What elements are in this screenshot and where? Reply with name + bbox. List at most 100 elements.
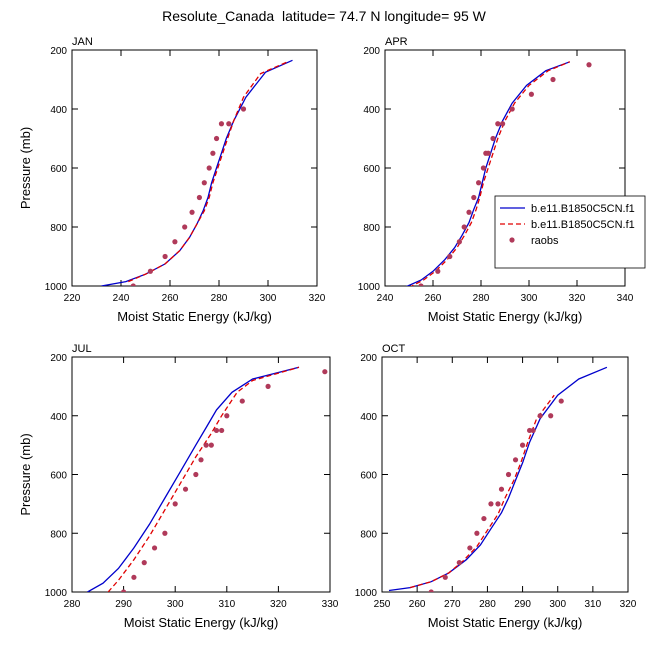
model-line-dashed bbox=[128, 61, 288, 283]
raobs-point bbox=[537, 413, 543, 419]
panel-label: OCT bbox=[382, 343, 406, 355]
raobs-point bbox=[213, 427, 220, 434]
raobs-point bbox=[162, 530, 168, 536]
raobs-point bbox=[480, 165, 486, 171]
x-tick-label: 280 bbox=[479, 599, 496, 610]
model-line-dashed bbox=[409, 394, 555, 589]
raobs-point bbox=[224, 413, 230, 419]
x-tick-label: 320 bbox=[620, 599, 637, 610]
raobs-point bbox=[519, 442, 526, 448]
y-tick-label: 400 bbox=[363, 105, 380, 116]
raobs-point bbox=[418, 283, 424, 286]
legend-entry-label: raobs bbox=[531, 235, 559, 247]
y-axis-label: Pressure (mb) bbox=[18, 127, 33, 209]
x-tick-label: 220 bbox=[64, 293, 81, 304]
raobs-point bbox=[488, 501, 494, 507]
raobs-point bbox=[498, 486, 505, 492]
raobs-point bbox=[467, 545, 473, 551]
raobs-point bbox=[495, 501, 501, 507]
y-tick-label: 200 bbox=[363, 46, 380, 57]
raobs-point bbox=[172, 239, 178, 245]
legend-marker bbox=[509, 237, 515, 243]
plot-area bbox=[388, 366, 608, 592]
plot-frame bbox=[71, 356, 331, 593]
raobs-point bbox=[193, 471, 199, 478]
plot-area bbox=[87, 366, 328, 592]
raobs-point bbox=[466, 209, 472, 215]
raobs-point bbox=[210, 150, 216, 156]
x-tick-label: 270 bbox=[444, 599, 461, 610]
model-line-dashed bbox=[107, 366, 300, 592]
raobs-point bbox=[456, 560, 462, 566]
plot-frame bbox=[381, 356, 629, 593]
y-tick-label: 200 bbox=[360, 353, 377, 364]
raobs-point bbox=[182, 486, 189, 492]
legend: b.e11.B1850C5CN.f1 b.e11.B1850C5CN.f1 raob… bbox=[494, 195, 646, 269]
raobs-point bbox=[147, 268, 153, 274]
raobs-point bbox=[512, 457, 519, 463]
raobs-point bbox=[471, 194, 477, 201]
y-tick-label: 800 bbox=[50, 223, 67, 234]
x-axis-label: Moist Static Energy (kJ/kg) bbox=[428, 615, 583, 630]
raobs-point bbox=[495, 121, 501, 127]
raobs-point bbox=[456, 239, 462, 245]
raobs-point bbox=[151, 545, 158, 551]
x-tick-label: 300 bbox=[549, 599, 566, 610]
raobs-point bbox=[130, 283, 136, 286]
y-tick-label: 600 bbox=[363, 164, 380, 175]
y-tick-label: 200 bbox=[50, 46, 67, 57]
raobs-point bbox=[206, 165, 212, 171]
model-line-solid bbox=[101, 59, 293, 286]
raobs-point bbox=[265, 383, 271, 389]
raobs-point bbox=[208, 442, 214, 448]
raobs-point bbox=[189, 209, 195, 215]
x-tick-label: 260 bbox=[162, 293, 179, 304]
plot-area bbox=[405, 61, 592, 286]
raobs-point bbox=[219, 427, 225, 434]
x-tick-label: 300 bbox=[167, 599, 184, 610]
raobs-point bbox=[550, 76, 556, 83]
x-tick-label: 310 bbox=[218, 599, 235, 610]
x-tick-label: 240 bbox=[377, 293, 394, 304]
raobs-point bbox=[476, 180, 482, 186]
raobs-point bbox=[461, 224, 467, 230]
x-axis-label: Moist Static Energy (kJ/kg) bbox=[117, 309, 272, 324]
raobs-point bbox=[586, 62, 592, 68]
y-axis-label: Pressure (mb) bbox=[18, 433, 33, 515]
raobs-point bbox=[198, 457, 204, 463]
panel-apr: APR 240 260 280 300 320 340 200 400 600 800 1000 Moi… bbox=[358, 36, 634, 324]
x-tick-label: 280 bbox=[64, 599, 81, 610]
raobs-point bbox=[435, 268, 441, 274]
raobs-point bbox=[226, 121, 232, 127]
raobs-point bbox=[182, 224, 188, 230]
y-tick-label: 1000 bbox=[355, 588, 378, 599]
y-tick-label: 1000 bbox=[45, 588, 68, 599]
y-tick-label: 600 bbox=[50, 471, 67, 482]
x-tick-label: 280 bbox=[211, 293, 228, 304]
y-tick-label: 600 bbox=[50, 164, 67, 175]
raobs-point bbox=[172, 501, 178, 507]
x-tick-label: 300 bbox=[521, 293, 538, 304]
y-tick-label: 600 bbox=[360, 471, 377, 482]
raobs-point bbox=[121, 589, 127, 592]
raobs-point bbox=[162, 253, 168, 260]
raobs-point bbox=[322, 369, 328, 375]
x-tick-label: 320 bbox=[309, 293, 326, 304]
raobs-point bbox=[201, 180, 207, 186]
raobs-point bbox=[196, 194, 202, 201]
y-tick-label: 200 bbox=[50, 353, 67, 364]
y-tick-label: 400 bbox=[50, 105, 67, 116]
x-tick-label: 240 bbox=[113, 293, 130, 304]
x-tick-label: 330 bbox=[322, 599, 339, 610]
raobs-point bbox=[442, 574, 448, 580]
panel-jul: JUL 280 290 300 310 320 330 200 400 600 800 1000 Moi… bbox=[18, 343, 339, 630]
raobs-point bbox=[548, 413, 554, 419]
legend-entry-label: b.e11.B1850C5CN.f1 bbox=[531, 219, 635, 231]
raobs-point bbox=[481, 515, 487, 522]
raobs-point bbox=[239, 398, 245, 404]
panel-label: JUL bbox=[72, 343, 92, 355]
raobs-point bbox=[131, 574, 137, 580]
raobs-point bbox=[218, 121, 225, 127]
x-axis-label: Moist Static Energy (kJ/kg) bbox=[124, 615, 279, 630]
model-line-solid bbox=[405, 61, 571, 286]
